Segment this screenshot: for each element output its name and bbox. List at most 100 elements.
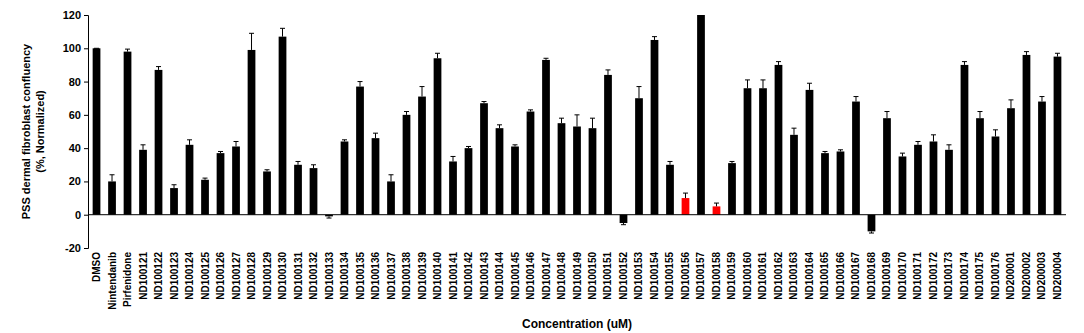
error-bar bbox=[249, 33, 254, 50]
x-tick: ND100123 bbox=[169, 248, 180, 300]
x-tick-label: ND100167 bbox=[850, 252, 861, 300]
error-bar bbox=[838, 150, 843, 152]
x-tick: ND100149 bbox=[572, 248, 583, 300]
x-tick: ND100140 bbox=[432, 248, 443, 300]
bar bbox=[542, 60, 550, 215]
x-tick: ND100128 bbox=[246, 248, 257, 300]
x-tick-label: ND100128 bbox=[246, 252, 257, 300]
error-bar-stem bbox=[793, 128, 794, 135]
x-tick: ND100133 bbox=[324, 248, 335, 300]
x-tick-label: ND100161 bbox=[757, 252, 768, 300]
x-tick-label: ND100158 bbox=[711, 252, 722, 300]
bar bbox=[124, 52, 132, 215]
x-tick-label: ND100148 bbox=[556, 252, 567, 300]
error-bar bbox=[203, 178, 208, 180]
x-tick: ND100145 bbox=[510, 248, 521, 300]
x-tick: ND100172 bbox=[928, 248, 939, 300]
bar bbox=[294, 165, 302, 215]
error-bar-cap bbox=[420, 86, 425, 87]
x-tick-label: ND100142 bbox=[463, 252, 474, 300]
error-bar-cap bbox=[280, 28, 285, 29]
error-bar bbox=[714, 203, 719, 206]
bar bbox=[263, 171, 271, 214]
x-tick-label: ND100163 bbox=[788, 252, 799, 300]
error-bar-stem bbox=[762, 80, 763, 88]
x-tick-label: ND100149 bbox=[572, 252, 583, 300]
error-bar-cap bbox=[838, 149, 843, 150]
x-tick-label: ND100172 bbox=[928, 252, 939, 300]
bar bbox=[279, 37, 287, 215]
error-bar-cap bbox=[1039, 96, 1044, 97]
error-bar-cap bbox=[776, 61, 781, 62]
error-bar-cap bbox=[900, 153, 905, 154]
x-tick: ND100130 bbox=[277, 248, 288, 300]
error-bar bbox=[234, 141, 239, 146]
x-tick-label: ND100160 bbox=[742, 252, 753, 300]
x-tick: ND100160 bbox=[742, 248, 753, 300]
error-bar-cap bbox=[869, 233, 874, 234]
error-bar-cap bbox=[1024, 51, 1029, 52]
bar bbox=[620, 215, 628, 223]
error-bar-stem bbox=[189, 140, 190, 145]
error-bar-cap bbox=[544, 58, 549, 59]
bar bbox=[155, 70, 163, 215]
error-bar bbox=[962, 62, 967, 65]
x-tick: ND100129 bbox=[262, 248, 273, 300]
error-bar bbox=[280, 28, 285, 36]
y-tick-label: 100 bbox=[63, 42, 81, 54]
error-bar bbox=[373, 133, 378, 138]
error-bar-cap bbox=[110, 174, 115, 175]
x-tick-label: ND100174 bbox=[959, 252, 970, 300]
x-tick-label: ND200003 bbox=[1036, 252, 1047, 300]
x-axis-title: Concentration (uM) bbox=[522, 317, 632, 331]
error-bar-stem bbox=[251, 33, 252, 50]
x-tick-label: ND100156 bbox=[680, 252, 691, 300]
x-tick: ND100143 bbox=[479, 248, 490, 300]
x-tick-label: ND100169 bbox=[881, 252, 892, 300]
error-bar-cap bbox=[172, 184, 177, 185]
error-bar bbox=[667, 161, 672, 164]
bar bbox=[1038, 102, 1046, 215]
error-bar-stem bbox=[809, 83, 810, 90]
error-bar-cap bbox=[993, 129, 998, 130]
x-tick-label: ND100171 bbox=[912, 252, 923, 300]
bar bbox=[589, 128, 597, 215]
error-bar bbox=[776, 62, 781, 65]
bar bbox=[806, 90, 814, 215]
x-tick-label: ND100144 bbox=[494, 252, 505, 300]
y-tick: 40 bbox=[69, 142, 88, 154]
error-bar-cap bbox=[1008, 99, 1013, 100]
x-tick-label: ND100134 bbox=[339, 252, 350, 300]
error-bar-cap bbox=[513, 144, 518, 145]
x-tick: ND100141 bbox=[448, 248, 459, 300]
error-bar-cap bbox=[404, 111, 409, 112]
error-bar-stem bbox=[422, 87, 423, 97]
error-bar-stem bbox=[979, 112, 980, 119]
bar bbox=[310, 168, 318, 215]
x-tick: ND100176 bbox=[990, 248, 1001, 300]
error-bar bbox=[729, 161, 734, 163]
error-bar-cap bbox=[528, 109, 533, 110]
x-tick-label: ND200001 bbox=[1005, 252, 1016, 300]
x-tick-label: ND100175 bbox=[974, 252, 985, 300]
error-bar-stem bbox=[391, 175, 392, 182]
error-bar bbox=[482, 102, 487, 104]
bar bbox=[1007, 108, 1015, 215]
x-tick: ND100170 bbox=[897, 248, 908, 300]
bar bbox=[201, 180, 209, 215]
bar bbox=[511, 146, 519, 214]
error-bar bbox=[125, 49, 130, 51]
bar bbox=[186, 145, 194, 215]
error-bar bbox=[327, 216, 332, 218]
bar bbox=[573, 127, 581, 215]
error-bar bbox=[745, 80, 750, 88]
y-tick-label: -20 bbox=[65, 242, 81, 254]
bar bbox=[232, 146, 240, 214]
y-tick: 60 bbox=[69, 109, 88, 121]
bar bbox=[465, 148, 473, 215]
x-tick-label: ND100154 bbox=[649, 252, 660, 300]
error-bar bbox=[698, 15, 703, 16]
bar bbox=[496, 128, 504, 215]
x-tick: ND100139 bbox=[417, 248, 428, 300]
bar bbox=[403, 115, 411, 215]
